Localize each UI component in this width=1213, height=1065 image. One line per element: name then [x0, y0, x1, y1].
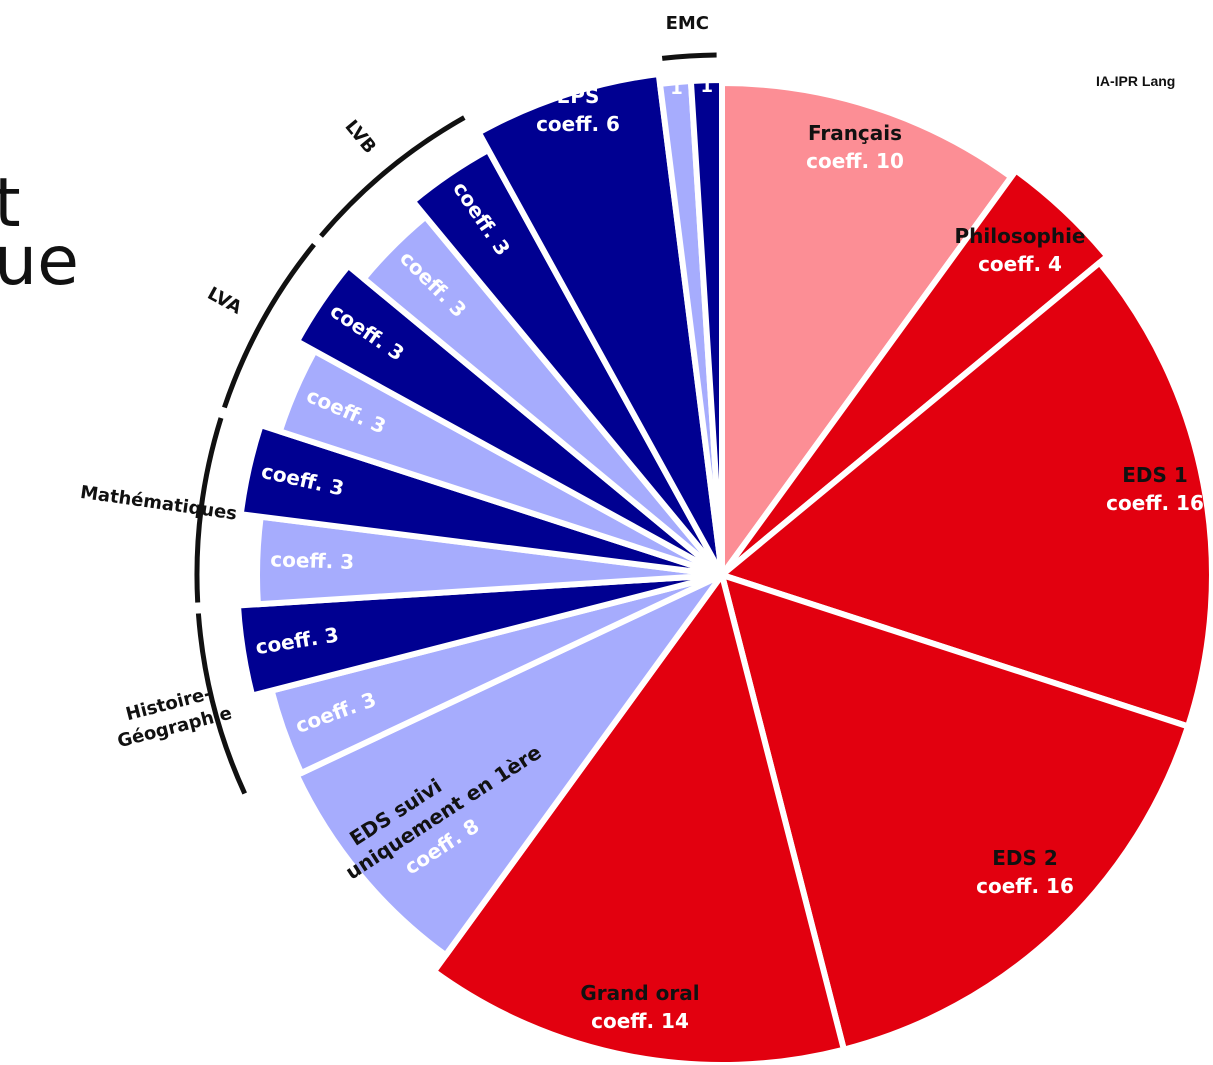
bracket-histoire-geographie	[195, 613, 247, 795]
slice-coeff-eds-1: coeff. 16	[1106, 491, 1204, 515]
slice-label-emc-a: 1	[701, 76, 714, 97]
author-label: IA-IPR Lang	[1096, 73, 1176, 89]
slice-eds-suivi-uniquement-en-1ere	[293, 572, 725, 959]
page-title-line-1: t	[0, 164, 21, 243]
pie-slices	[235, 71, 1213, 1065]
slice-name-francais: Français	[808, 121, 902, 145]
group-label-lva-line1: LVA	[204, 283, 245, 319]
group-label-mathematiques: Mathématiques	[79, 482, 238, 525]
slice-philosophie	[719, 167, 1111, 578]
group-label-histoire-geographie: Histoire-Géographie	[115, 683, 234, 752]
slice-label-emc-b: 1	[670, 78, 683, 99]
slice-label-mathematiques-a: coeff. 3	[270, 547, 355, 574]
group-label-lva: LVA	[204, 283, 245, 319]
group-label-emc: EMC	[666, 13, 709, 34]
slice-coeff-philosophie: coeff. 4	[978, 252, 1062, 276]
slice-name-eps: EPS	[557, 84, 600, 108]
slice-eds-1	[719, 259, 1213, 730]
slice-name-eds-1: EDS 1	[1122, 463, 1188, 487]
slice-coeff-francais: coeff. 10	[806, 149, 904, 173]
slice-coeff-eds-2: coeff. 16	[976, 874, 1074, 898]
slice-name-philosophie: Philosophie	[955, 224, 1086, 248]
group-label-mathematiques-line1: Mathématiques	[79, 482, 238, 525]
group-label-emc-line1: EMC	[666, 13, 709, 34]
bracket-lva	[222, 243, 316, 409]
slice-emc-a	[687, 77, 725, 578]
bracket-emc	[661, 52, 717, 61]
slice-name-grand-oral: Grand oral	[580, 981, 699, 1005]
group-label-lvb: LVB	[341, 116, 381, 158]
slice-lva-b	[294, 262, 725, 578]
slice-coeff-grand-oral: coeff. 14	[591, 1009, 689, 1033]
slice-grand-oral	[431, 572, 847, 1065]
slice-eds-2	[719, 572, 1191, 1053]
bracket-mathematiques	[194, 417, 224, 603]
slice-eps	[475, 71, 725, 578]
slice-coeff-eps: coeff. 6	[536, 112, 620, 136]
slice-histoire-geographie-b	[235, 572, 725, 699]
page-title-line-2: ue	[0, 222, 79, 301]
slice-francais	[719, 80, 1015, 578]
slice-name-eds-2: EDS 2	[992, 846, 1058, 870]
bracket-lvb	[319, 115, 466, 238]
group-label-lvb-line1: LVB	[341, 116, 381, 158]
